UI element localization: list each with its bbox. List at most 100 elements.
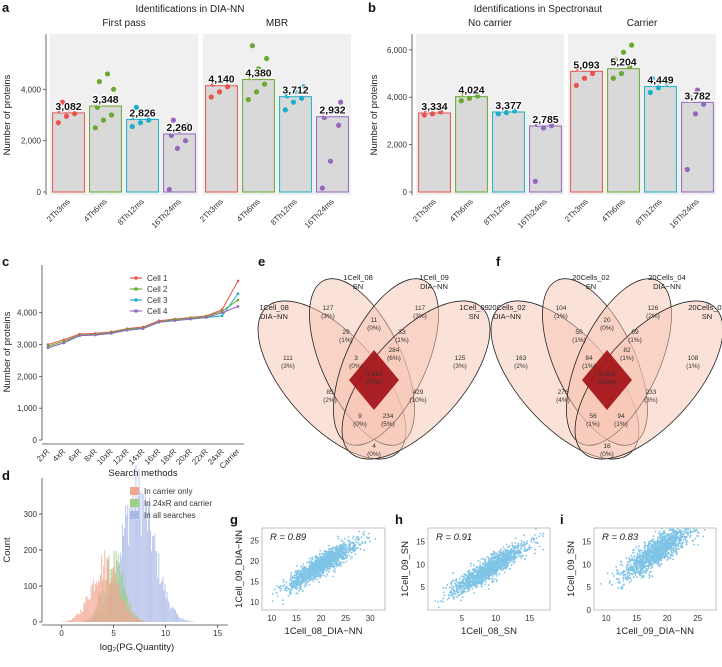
scatter-point	[316, 572, 318, 574]
scatter-point	[329, 555, 331, 557]
histogram-bin	[116, 587, 117, 622]
y-axis-label: Count	[2, 537, 13, 563]
venn-region-percent: (1%)	[395, 337, 409, 344]
histogram-bin	[190, 621, 191, 622]
histogram-bin	[98, 581, 99, 622]
scatter-point	[500, 564, 502, 566]
bar	[243, 80, 275, 192]
scatter-point	[651, 575, 653, 577]
scatter-point	[491, 578, 493, 580]
series-point	[237, 280, 240, 283]
scatter-point	[536, 542, 538, 544]
scatter-point	[660, 540, 662, 542]
scatter-point	[307, 575, 309, 577]
histogram-bin	[121, 598, 122, 622]
legend-swatch	[130, 511, 139, 519]
scatter-point	[325, 552, 327, 554]
scatter-point	[358, 544, 360, 546]
scatter-point	[482, 569, 484, 571]
histogram-bin	[114, 567, 115, 622]
scatter-point	[667, 541, 669, 543]
scatter-point	[329, 557, 331, 559]
scatter-point	[687, 529, 689, 531]
histogram-bin	[110, 581, 111, 622]
scatter-point	[623, 578, 625, 580]
venn-region-percent: (10%)	[409, 397, 426, 404]
y-tick-label: 2,000	[387, 141, 408, 150]
scatter-point	[506, 566, 508, 568]
scatter-point	[535, 528, 537, 530]
scatter-point	[311, 567, 313, 569]
scatter-point	[649, 560, 651, 562]
scatter-point	[276, 592, 278, 594]
histogram-bin	[75, 615, 76, 622]
scatter-point	[347, 552, 349, 554]
scatter-point	[311, 561, 313, 563]
scatter-point	[507, 557, 509, 559]
scatter-point	[355, 541, 357, 543]
y-tick-label: 10	[582, 560, 591, 569]
scatter-point	[321, 553, 323, 555]
scatter-point	[644, 558, 646, 560]
scatter-point	[292, 586, 294, 588]
scatter-point	[358, 530, 360, 532]
venn-set-label: 1Cell_09	[459, 303, 489, 312]
scatter-point	[298, 581, 300, 583]
scatter-point	[313, 580, 315, 582]
scatter-point	[654, 550, 656, 552]
scatter-point	[682, 546, 684, 548]
panel-f-venn: 20Cells_02SN20Cells_04DIA−NN20Cells_02DI…	[465, 264, 722, 484]
panel-label-b: b	[368, 0, 376, 15]
scatter-point	[666, 559, 668, 561]
scatter-point	[677, 538, 679, 540]
histogram-bin	[142, 493, 143, 622]
scatter-point	[319, 570, 321, 572]
facet-title: MBR	[266, 18, 288, 29]
scatter-point	[465, 578, 467, 580]
venn-region-count: 127	[323, 305, 334, 312]
histogram-bin	[179, 618, 180, 622]
scatter-point	[287, 588, 289, 590]
scatter-point	[617, 570, 619, 572]
histogram-bin	[164, 591, 165, 622]
scatter-point	[282, 603, 284, 605]
scatter-point	[323, 559, 325, 561]
y-tick-label: 5	[587, 583, 592, 592]
scatter-point	[677, 545, 679, 547]
scatter-point	[447, 599, 449, 601]
scatter-point	[506, 562, 508, 564]
scatter-point	[644, 565, 646, 567]
scatter-point	[682, 535, 684, 537]
scatter-point	[331, 562, 333, 564]
scatter-point	[471, 572, 473, 574]
scatter-point	[318, 557, 320, 559]
y-tick-label: 25	[250, 536, 259, 545]
venn-region-count: 11	[371, 317, 378, 324]
replicate-point	[109, 112, 114, 117]
replicate-point	[105, 71, 110, 76]
scatter-point	[637, 571, 639, 573]
scatter-point	[689, 528, 691, 530]
series-point	[78, 334, 81, 337]
replicate-point	[336, 123, 341, 128]
histogram-bin	[125, 604, 126, 622]
replicate-point	[209, 94, 214, 99]
bar-value-label: 2,785	[532, 114, 558, 126]
bar-value-label: 5,093	[573, 59, 599, 71]
x-tick-label: 4Th6ms	[235, 197, 262, 224]
scatter-point	[325, 556, 327, 558]
venn-region-count: 126	[648, 305, 659, 312]
scatter-point	[644, 566, 646, 568]
scatter-point	[368, 537, 370, 539]
scatter-point	[485, 581, 487, 583]
scatter-point	[615, 566, 617, 568]
scatter-point	[308, 565, 310, 567]
scatter-point	[669, 537, 671, 539]
scatter-point	[457, 591, 459, 593]
scatter-point	[318, 581, 320, 583]
scatter-point	[353, 546, 355, 548]
y-tick-label: 20	[250, 557, 259, 566]
scatter-point	[655, 559, 657, 561]
scatter-point	[632, 566, 634, 568]
bar	[493, 112, 525, 192]
